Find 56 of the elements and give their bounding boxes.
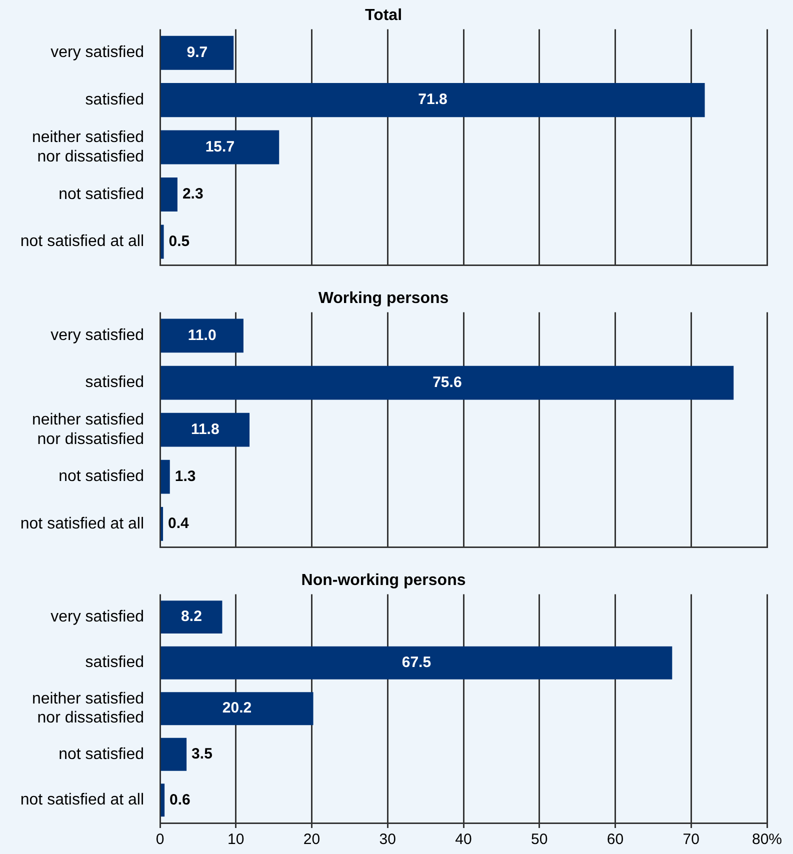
y-tick-label: not satisfied at all [20, 233, 144, 250]
bar [160, 646, 672, 680]
y-tick-label: not satisfied [58, 746, 144, 763]
bar [160, 692, 314, 726]
data-label: 67.5 [402, 654, 432, 671]
bar [160, 366, 734, 400]
bar [160, 224, 164, 259]
y-tick-label: not satisfied at all [20, 792, 144, 809]
x-tick-label: 30 [379, 831, 396, 848]
bar [160, 130, 280, 164]
x-tick-label: 40 [455, 831, 472, 848]
data-label: 1.3 [174, 468, 196, 485]
bar [160, 784, 165, 817]
data-label: 0.6 [170, 791, 190, 808]
x-tick-label: 50 [531, 831, 548, 848]
data-label: 20.2 [222, 700, 252, 717]
data-label: 0.4 [168, 515, 190, 532]
x-tick-label: 10 [228, 831, 244, 848]
y-tick-label: neither satisfied nor dissatisfied [32, 129, 144, 166]
chart-title: Total [364, 7, 402, 24]
x-tick-label: 80% [752, 831, 782, 848]
bar [160, 83, 705, 118]
y-tick-label: not satisfied [58, 468, 144, 486]
data-label: 15.7 [205, 138, 235, 156]
y-tick-label: very satisfied [50, 608, 144, 626]
bar [160, 318, 244, 353]
y-tick-label: very satisfied [50, 327, 144, 344]
y-tick-label: neither satisfied nor dissatisfied [32, 412, 144, 448]
y-tick-label: neither satisfied nor dissatisfied [32, 690, 144, 727]
x-tick-label: 70 [682, 831, 700, 848]
bar [160, 600, 222, 634]
data-label: 8.2 [181, 608, 202, 626]
x-tick-label: 0 [156, 831, 164, 848]
y-tick-label: satisfied [85, 654, 144, 672]
y-tick-label: not satisfied [58, 186, 144, 203]
bar [160, 460, 170, 494]
data-label: 11.0 [188, 326, 216, 344]
y-tick-label: very satisfied [50, 44, 144, 62]
bar [160, 178, 178, 212]
x-tick-label: 60 [606, 831, 624, 848]
data-label: 71.8 [418, 91, 448, 108]
x-tick-label: 20 [303, 831, 320, 848]
chart-title: Working persons [318, 290, 449, 308]
bar [160, 738, 187, 771]
bar [160, 412, 250, 447]
data-label: 75.6 [432, 374, 462, 391]
data-label: 2.3 [182, 186, 204, 203]
data-label: 9.7 [186, 44, 208, 61]
y-tick-label: satisfied [85, 91, 144, 108]
bar [160, 36, 234, 70]
data-label: 3.5 [192, 746, 212, 762]
y-tick-label: satisfied [85, 374, 144, 392]
data-label: 0.5 [168, 232, 190, 250]
y-tick-label: not satisfied at all [20, 515, 144, 532]
chart-title: Non-working persons [301, 572, 466, 590]
data-label: 11.8 [190, 420, 220, 438]
